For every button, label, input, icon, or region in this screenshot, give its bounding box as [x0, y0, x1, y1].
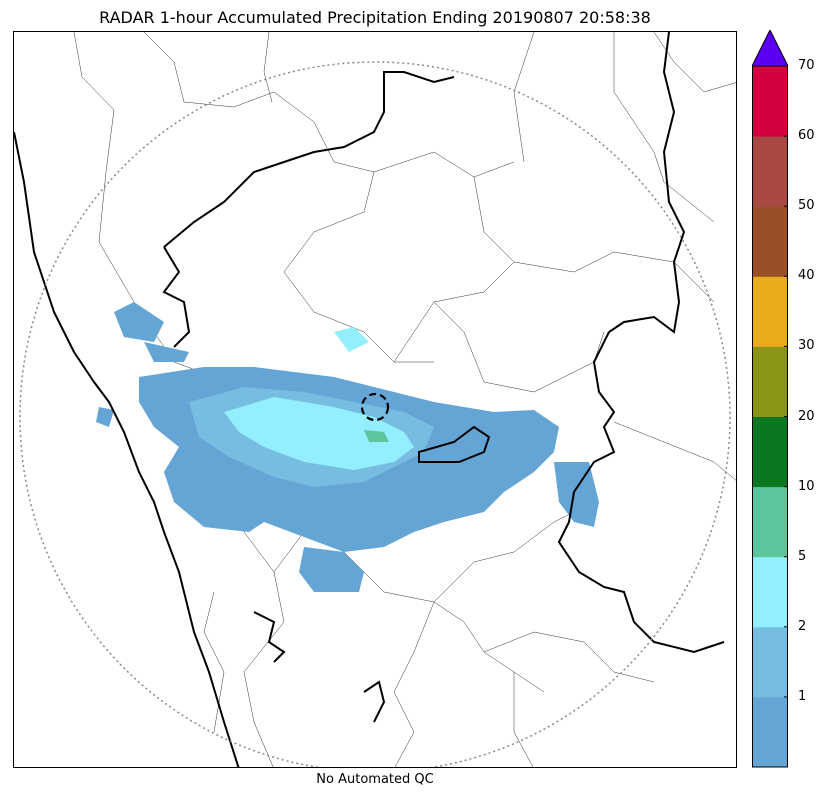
colorbar-segment [752, 486, 788, 558]
colorbar-tick-label: 60 [798, 128, 815, 144]
colorbar-extend-arrow [751, 28, 789, 67]
colorbar [751, 28, 789, 769]
radar-site-marker [360, 392, 390, 422]
colorbar-tick-label: 5 [798, 548, 807, 564]
colorbar-segment [752, 276, 788, 347]
colorbar-segment [752, 626, 788, 698]
colorbar-tick-label: 2 [798, 618, 807, 634]
colorbar-canvas [751, 28, 789, 768]
precipitation-field [96, 302, 599, 592]
colorbar-tick-label: 30 [798, 338, 815, 354]
range-ring [19, 61, 731, 767]
colorbar-segment [752, 696, 788, 768]
colorbar-tick-label: 20 [798, 408, 815, 424]
colorbar-tick-label: 70 [798, 58, 815, 73]
colorbar-segment [752, 346, 788, 417]
colorbar-tick-label: 40 [798, 268, 815, 284]
colorbar-segment [752, 136, 788, 207]
state-boundaries [14, 32, 725, 767]
colorbar-segment [752, 416, 788, 488]
colorbar-tick-label: 10 [798, 478, 815, 494]
colorbar-segment [752, 556, 788, 628]
colorbar-segment [752, 206, 788, 277]
colorbar-segment [752, 66, 788, 137]
colorbar-tick-label: 1 [798, 688, 807, 704]
map-title: RADAR 1-hour Accumulated Precipitation E… [99, 8, 651, 27]
radar-map-canvas [14, 32, 736, 767]
radar-map[interactable] [13, 31, 737, 768]
colorbar-tick-label: 50 [798, 198, 815, 214]
qc-note: No Automated QC [316, 772, 434, 787]
